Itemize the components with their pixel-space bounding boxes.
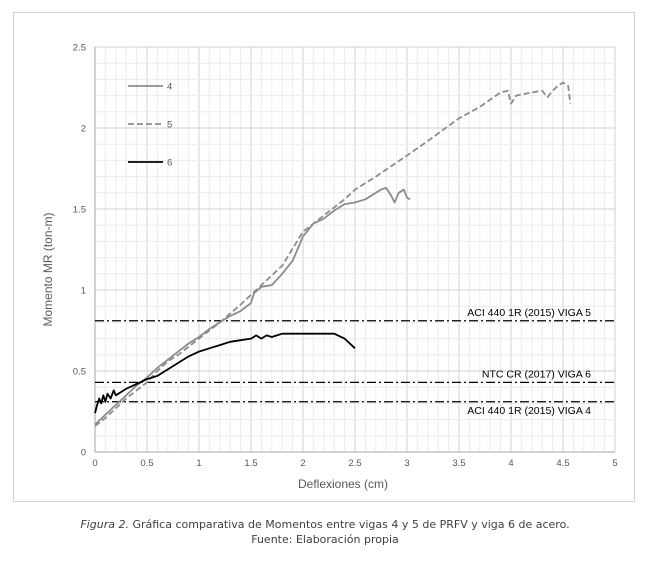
legend: 4 5 6: [128, 82, 172, 169]
x-tick-label: 4: [508, 458, 513, 469]
series-line-5: [94, 81, 572, 427]
x-axis-title: Deflexiones (cm): [298, 477, 388, 491]
series-line-6: [94, 332, 356, 414]
y-tick-label: 0: [81, 448, 86, 459]
y-axis-title: Momento MR (ton-m): [41, 212, 55, 326]
y-tick-label: 1.5: [73, 205, 86, 216]
x-tick-label: 2.5: [348, 458, 361, 469]
x-tick-label: 5: [612, 458, 617, 469]
y-tick-label: 0.5: [73, 367, 86, 378]
x-tick-label: 3.5: [452, 458, 465, 469]
line-chart: 0 0.5 1 1.5 2 2.5 3 3.5 4 4.5 5 0 0.5 1 1.5 2 2.5 Deflexi…: [41, 43, 618, 492]
figure-source: Fuente: Elaboración propia: [251, 533, 399, 546]
y-tick-label: 1: [81, 286, 86, 297]
legend-label-5: 5: [167, 120, 172, 131]
series-line-4: [94, 187, 411, 426]
y-tick-label: 2: [81, 124, 86, 135]
legend-label-6: 6: [167, 158, 172, 169]
reference-line-label: NTC CR (2017) VIGA 6: [482, 368, 591, 380]
figure-caption-text: Gráfica comparativa de Momentos entre vi…: [128, 518, 570, 531]
legend-label-4: 4: [167, 82, 172, 93]
x-tick-label: 4.5: [556, 458, 569, 469]
figure-caption: Figura 2. Gráfica comparativa de Momento…: [0, 518, 650, 531]
x-tick-label: 0.5: [140, 458, 153, 469]
y-tick-label: 2.5: [73, 43, 86, 54]
x-tick-label: 0: [92, 458, 97, 469]
reference-line-label: ACI 440 1R (2015) VIGA 4: [467, 405, 591, 417]
grid-lines: [94, 46, 616, 453]
reference-line-label: ACI 440 1R (2015) VIGA 5: [467, 307, 591, 319]
x-tick-label: 1.5: [244, 458, 257, 469]
x-tick-label: 1: [196, 458, 201, 469]
figure-label: Figura 2.: [80, 518, 129, 531]
x-tick-label: 3: [404, 458, 409, 469]
x-tick-label: 2: [300, 458, 305, 469]
